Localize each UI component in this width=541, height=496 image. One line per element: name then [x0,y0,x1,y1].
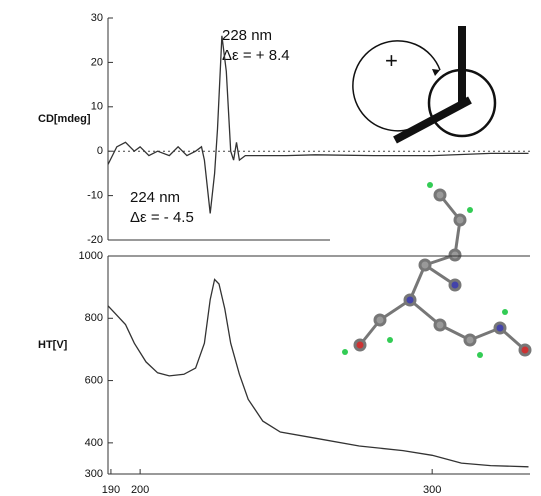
data-line [107,35,529,214]
y-tick-label: 30 [91,12,103,24]
sign: + [385,48,398,73]
y-tick-label: 400 [85,437,103,449]
y-tick-label: 300 [85,468,103,480]
chirality-diagram: + [352,26,497,144]
y-axis-label: HT[V] [38,339,68,351]
y-axis-label: CD[mdeg] [38,113,91,125]
annotation: Δε = - 4.5 [130,209,194,226]
y-tick-label: -20 [87,234,103,246]
x-tick-label: 200 [131,484,149,496]
y-tick-label: 600 [85,374,103,386]
x-tick-label: 300 [423,484,441,496]
y-tick-label: 1000 [79,250,103,262]
y-tick-label: 0 [97,145,103,157]
annotation: 224 nm [130,189,180,206]
annotation: 228 nm [222,27,272,44]
molecule [342,182,532,358]
y-tick-label: 20 [91,56,103,68]
data-line [107,278,529,468]
annotation: Δε = + 8.4 [222,47,290,64]
y-tick-label: 800 [85,312,103,324]
y-tick-label: 10 [91,101,103,113]
y-tick-label: -10 [87,190,103,202]
x-tick-label: 190 [102,484,120,496]
